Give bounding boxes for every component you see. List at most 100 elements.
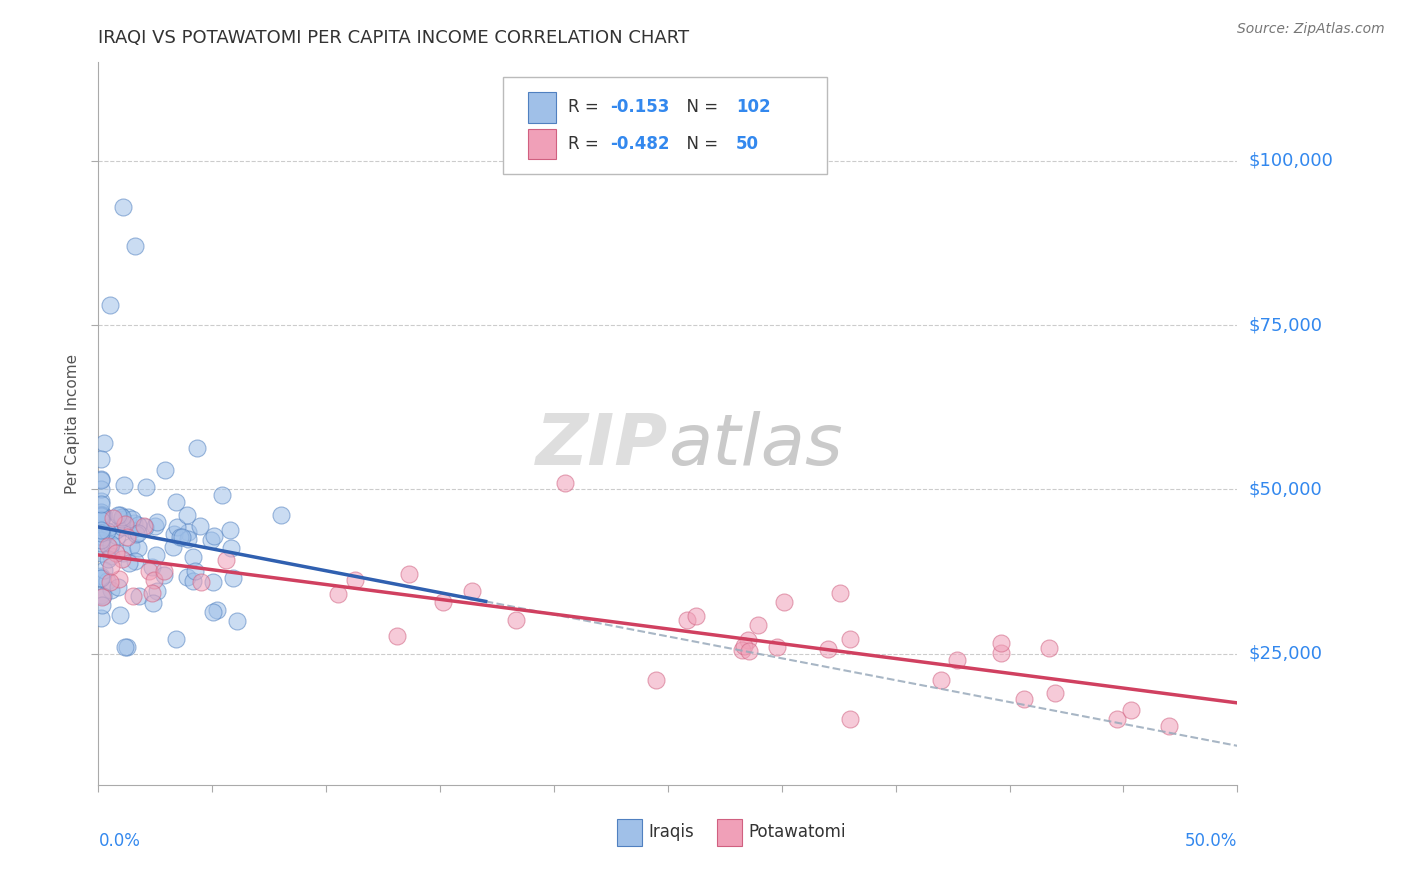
FancyBboxPatch shape [503,77,827,175]
Point [141,586,163,600]
Text: IRAQI VS POTAWATOMI PER CAPITA INCOME CORRELATION CHART: IRAQI VS POTAWATOMI PER CAPITA INCOME CO… [98,29,689,47]
Point [163,526,186,541]
Point [135,480,157,494]
Point [97,552,120,566]
Point [134,518,156,533]
Point [90,451,112,466]
Point [766,640,789,654]
Point [90,474,112,488]
Point [1012,692,1035,706]
Point [90,571,112,585]
FancyBboxPatch shape [717,819,742,847]
Text: 50.0%: 50.0% [1185,832,1237,850]
Point [747,618,769,632]
Point [101,511,124,525]
Text: R =: R = [568,135,603,153]
Text: 102: 102 [737,98,770,116]
Point [111,545,134,559]
Point [184,564,207,578]
Point [1107,712,1129,726]
Point [990,636,1012,650]
Point [1157,719,1180,733]
Text: N =: N = [676,135,718,153]
Point [112,200,135,214]
Point [90,505,112,519]
Point [737,633,759,648]
Point [100,549,122,564]
Point [172,530,194,544]
Point [152,567,174,582]
Point [733,639,755,653]
Point [554,475,576,490]
Point [145,584,167,599]
Point [115,530,138,544]
Point [100,558,122,573]
Text: R =: R = [568,98,603,116]
Point [105,546,128,560]
Point [200,533,222,547]
Point [731,643,754,657]
Point [114,516,136,531]
Point [215,552,238,566]
Text: $100,000: $100,000 [1249,152,1333,170]
Point [91,589,114,603]
Point [125,527,148,541]
Text: Iraqis: Iraqis [648,823,695,841]
Point [127,541,149,556]
Point [181,574,204,588]
Text: -0.153: -0.153 [610,98,669,116]
Point [201,574,224,589]
Point [90,496,112,510]
Point [645,673,668,687]
Point [165,632,187,646]
Point [100,582,122,597]
Point [111,511,134,525]
Point [122,589,145,603]
Point [190,574,212,589]
Point [177,524,200,539]
Point [90,546,112,560]
Point [143,574,166,588]
Point [839,632,862,647]
Point [90,524,112,538]
Point [90,471,112,485]
Point [817,642,839,657]
Point [169,530,191,544]
Point [90,569,112,583]
Text: Source: ZipAtlas.com: Source: ZipAtlas.com [1237,22,1385,37]
Point [134,519,156,533]
Point [97,520,120,534]
Point [219,541,242,556]
Text: -0.482: -0.482 [610,135,669,153]
Point [176,532,198,546]
Point [90,508,112,523]
Point [929,673,952,687]
Point [328,587,350,601]
Point [98,298,121,312]
Point [945,653,967,667]
Text: Potawatomi: Potawatomi [749,823,846,841]
Point [1043,686,1066,700]
Point [90,507,112,521]
Point [96,574,118,588]
Point [93,436,115,450]
Point [124,239,146,253]
Point [105,529,128,543]
Point [112,478,135,492]
Point [343,573,366,587]
Text: $50,000: $50,000 [1249,481,1322,499]
Point [270,508,292,522]
Point [127,526,149,541]
Point [124,554,146,568]
Point [990,646,1012,660]
Point [138,565,160,579]
Text: $25,000: $25,000 [1249,645,1323,663]
Point [202,529,225,543]
Point [90,611,112,625]
Point [153,463,176,477]
Point [91,530,114,544]
Point [93,563,115,577]
Point [676,614,699,628]
Point [108,607,131,622]
Point [108,572,131,586]
